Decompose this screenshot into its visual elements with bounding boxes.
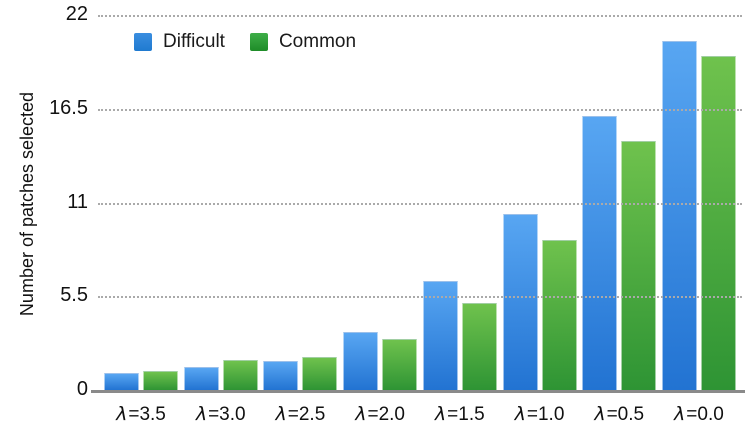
bar-group: λ=1.5 bbox=[422, 280, 497, 425]
legend-swatch-common bbox=[249, 33, 268, 51]
bar-difficult bbox=[661, 40, 697, 390]
bar-difficult bbox=[263, 361, 299, 390]
lambda-symbol: λ bbox=[355, 403, 367, 425]
legend-item-common: Common bbox=[249, 31, 357, 53]
bar-common bbox=[700, 55, 736, 390]
bar-group: λ=3.5 bbox=[104, 371, 178, 425]
bar-group: λ=1.0 bbox=[502, 214, 577, 425]
legend-item-difficult: Difficult bbox=[134, 31, 225, 53]
y-tick-label: 0 bbox=[76, 378, 88, 400]
bar-common bbox=[302, 356, 338, 390]
gridline bbox=[98, 296, 742, 299]
x-tick-label: λ=1.5 bbox=[434, 403, 485, 425]
x-tick-label: λ=0.0 bbox=[674, 403, 724, 425]
lambda-symbol: λ bbox=[594, 403, 606, 425]
bar-difficult bbox=[422, 280, 458, 390]
bars-area: λ=3.5 λ=3.0 λ=2.5 λ=2.0 λ=1.5 λ=1.0 λ=0.5 λ=0.0 bbox=[95, 15, 745, 425]
plot-area: λ=3.5 λ=3.0 λ=2.5 λ=2.0 λ=1.5 λ=1.0 λ=0.5 λ=0.0 bbox=[91, 15, 745, 425]
x-tick-label: λ=1.0 bbox=[514, 403, 565, 425]
x-tick-label: λ=2.5 bbox=[275, 403, 326, 425]
gridline bbox=[98, 108, 742, 111]
gridline bbox=[98, 202, 742, 205]
y-tick-label: 11 bbox=[67, 190, 88, 213]
x-tick-label: λ=3.5 bbox=[116, 403, 166, 425]
legend: Difficult Common bbox=[134, 31, 356, 53]
bar-group: λ=0.0 bbox=[661, 40, 736, 425]
lambda-symbol: λ bbox=[116, 403, 128, 425]
y-tick-label: 16.5 bbox=[49, 96, 88, 119]
bar-common bbox=[541, 240, 577, 390]
x-tick-label: λ=0.5 bbox=[594, 403, 645, 425]
legend-label: Common bbox=[278, 31, 357, 52]
y-axis-title: Number of patches selected bbox=[17, 91, 37, 317]
lambda-symbol: λ bbox=[275, 403, 287, 425]
y-tick-label: 5.5 bbox=[60, 284, 88, 307]
bar-common bbox=[461, 303, 497, 390]
lambda-symbol: λ bbox=[674, 403, 686, 425]
legend-label: Difficult bbox=[163, 31, 225, 52]
bar-difficult bbox=[183, 367, 219, 390]
bar-group: λ=0.5 bbox=[582, 115, 657, 425]
bar-group: λ=2.5 bbox=[263, 356, 338, 425]
bar-common bbox=[621, 141, 657, 390]
gridline bbox=[98, 15, 742, 17]
lambda-symbol: λ bbox=[514, 403, 526, 425]
x-axis-line bbox=[91, 390, 745, 393]
bar-difficult bbox=[582, 115, 618, 390]
bar-difficult bbox=[502, 214, 538, 390]
bar-common bbox=[222, 360, 258, 390]
bar-group: λ=3.0 bbox=[183, 360, 258, 425]
bar-common bbox=[382, 338, 418, 390]
x-tick-label: λ=3.0 bbox=[195, 403, 246, 425]
lambda-symbol: λ bbox=[195, 403, 208, 425]
x-tick-label: λ=2.0 bbox=[355, 403, 405, 425]
lambda-symbol: λ bbox=[434, 403, 447, 425]
bar-group: λ=2.0 bbox=[343, 332, 418, 425]
legend-swatch-difficult bbox=[134, 33, 152, 51]
y-tick-label: 22 bbox=[65, 3, 88, 25]
bar-difficult bbox=[343, 332, 379, 390]
bar-common bbox=[143, 371, 178, 390]
bar-difficult bbox=[104, 372, 139, 390]
